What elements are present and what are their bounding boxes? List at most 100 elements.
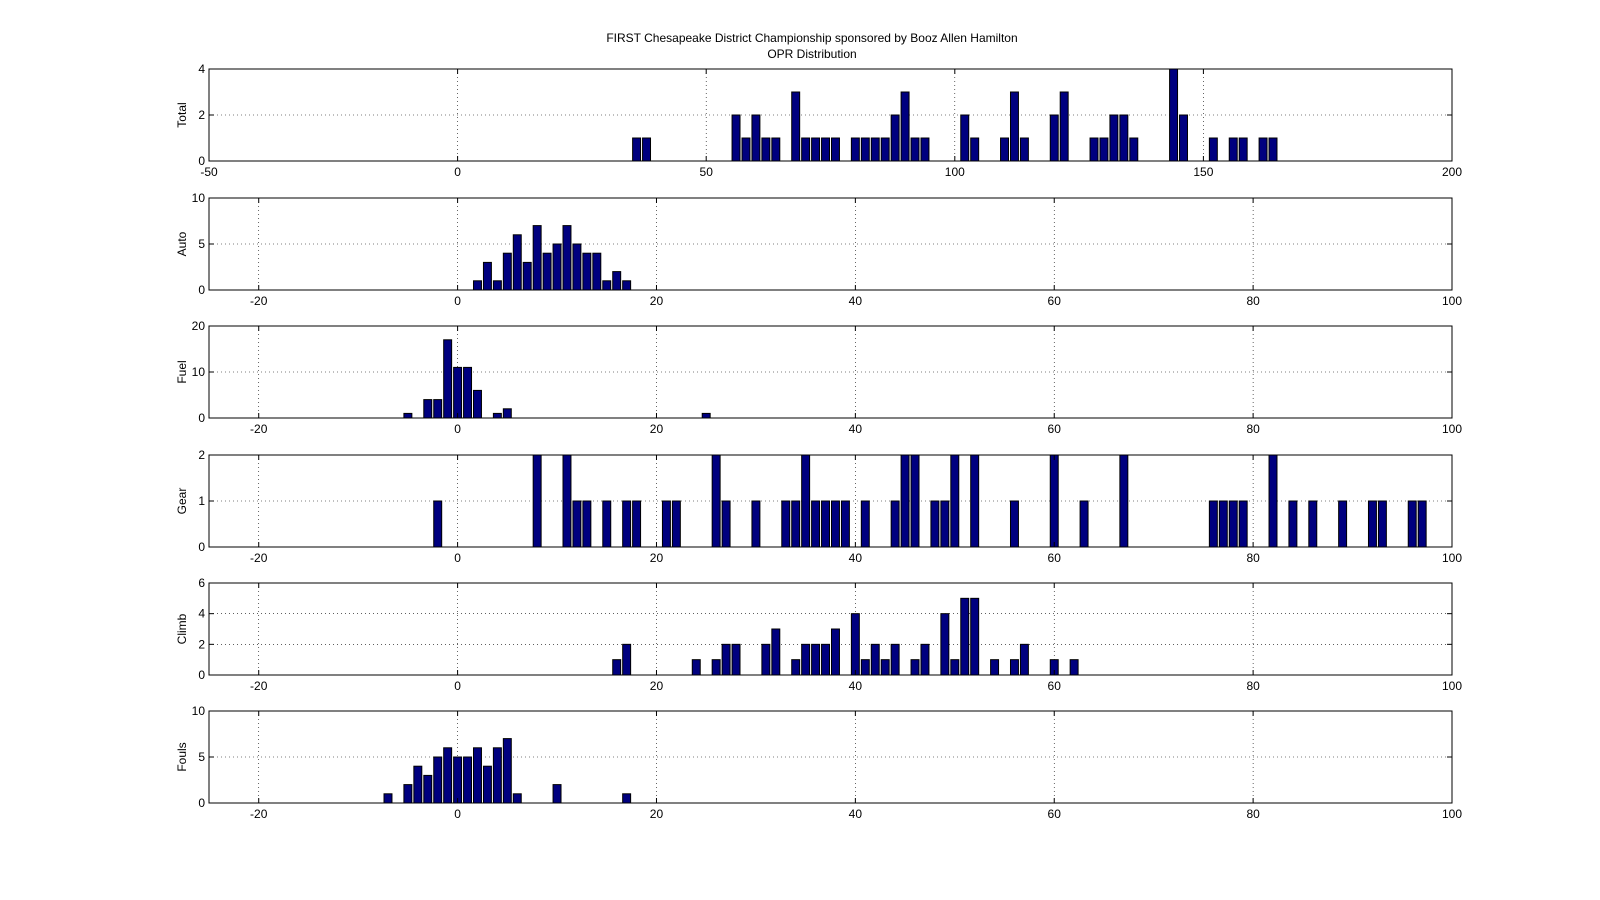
bar <box>721 643 731 676</box>
bar <box>731 643 741 676</box>
y-tick-label: 0 <box>198 796 205 810</box>
bar <box>1049 454 1059 548</box>
bar <box>661 500 671 548</box>
bar <box>1009 500 1019 548</box>
x-tick-label: -20 <box>250 422 268 436</box>
bar <box>970 597 980 676</box>
bar <box>801 137 811 162</box>
x-tick-label: -20 <box>250 551 268 565</box>
bar <box>1000 137 1009 162</box>
bar <box>622 793 632 804</box>
bar <box>731 114 741 162</box>
bar <box>821 137 831 162</box>
bar <box>632 500 642 548</box>
y-tick-label: 0 <box>198 668 205 682</box>
bar <box>900 454 910 548</box>
bar <box>711 659 721 676</box>
subplot-fouls: -20 0 20 40 60 80 100 0 5 10 Fouls <box>175 704 1462 821</box>
x-tick-label: 40 <box>849 679 863 693</box>
bar <box>860 500 870 548</box>
x-tick-label: -20 <box>250 679 268 693</box>
bar <box>463 366 473 419</box>
bar <box>691 659 701 676</box>
bar <box>791 659 801 676</box>
bar <box>453 756 463 804</box>
x-tick-label: 80 <box>1246 294 1260 308</box>
bar <box>612 271 622 291</box>
bar <box>443 747 453 804</box>
bar <box>751 114 761 162</box>
bar <box>1129 137 1139 162</box>
bar <box>860 137 870 162</box>
bar <box>622 500 632 548</box>
bar <box>1218 500 1228 548</box>
bar <box>1238 500 1248 548</box>
bar <box>1208 137 1218 162</box>
bar <box>473 280 482 291</box>
bar <box>771 137 781 162</box>
bar <box>821 500 831 548</box>
bar <box>741 137 751 162</box>
bar <box>890 643 900 676</box>
subplot-gear: -20 0 20 40 60 80 100 0 1 2 Gear <box>175 448 1462 565</box>
x-tick-label: 80 <box>1246 551 1260 565</box>
y-tick-label: 4 <box>198 62 205 76</box>
bar <box>1407 500 1417 548</box>
bar <box>582 252 592 291</box>
x-tick-label: 40 <box>849 422 863 436</box>
x-tick-label: 20 <box>650 422 664 436</box>
bar <box>761 137 771 162</box>
bar <box>791 91 801 162</box>
x-tick-label: 50 <box>700 165 714 179</box>
bar <box>940 613 950 676</box>
x-tick-label: 100 <box>1442 422 1462 436</box>
bar <box>960 597 970 676</box>
plot-frame <box>208 582 1453 676</box>
y-tick-label: 10 <box>192 191 206 205</box>
x-tick-label: 0 <box>454 294 461 308</box>
bar <box>403 784 413 804</box>
bar <box>383 793 393 804</box>
bar <box>1228 500 1238 548</box>
figure-subtitle: OPR Distribution <box>767 47 856 61</box>
bar <box>970 454 980 548</box>
y-tick-label: 2 <box>198 637 205 651</box>
bar <box>1417 500 1427 548</box>
x-tick-label: 150 <box>1193 165 1213 179</box>
bar <box>950 454 960 548</box>
bar <box>572 500 582 548</box>
bar <box>443 339 453 419</box>
bar <box>473 389 482 419</box>
x-tick-label: 60 <box>1048 294 1062 308</box>
bar <box>532 454 542 548</box>
bar <box>403 412 413 419</box>
bar <box>602 500 612 548</box>
x-tick-label: 0 <box>454 679 461 693</box>
bar <box>1009 659 1019 676</box>
bar <box>632 137 642 162</box>
bar <box>423 774 433 804</box>
subplot-fuel: -20 0 20 40 60 80 100 0 10 20 Fuel <box>175 319 1462 436</box>
bar <box>572 243 582 291</box>
bar <box>413 765 423 804</box>
x-tick-label: 100 <box>945 165 965 179</box>
bar <box>522 261 532 291</box>
bar <box>811 137 821 162</box>
bar <box>1288 500 1298 548</box>
bar <box>1228 137 1238 162</box>
x-tick-label: 100 <box>1442 294 1462 308</box>
bar <box>453 366 463 419</box>
bar <box>1268 137 1278 162</box>
x-tick-label: 80 <box>1246 422 1260 436</box>
x-tick-label: 60 <box>1048 422 1062 436</box>
bar <box>940 500 950 548</box>
subplot-climb: -20 0 20 40 60 80 100 0 2 4 6 Climb <box>175 576 1462 693</box>
bar <box>423 399 433 419</box>
bar <box>970 137 980 162</box>
y-tick-label: 10 <box>192 365 206 379</box>
bar <box>701 412 711 419</box>
y-axis-label: Total <box>175 102 189 127</box>
bar <box>433 500 443 548</box>
bar <box>850 137 860 162</box>
